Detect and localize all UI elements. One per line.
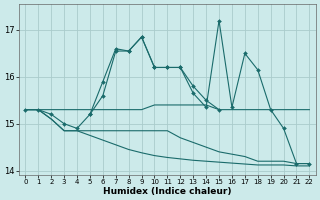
- X-axis label: Humidex (Indice chaleur): Humidex (Indice chaleur): [103, 187, 232, 196]
